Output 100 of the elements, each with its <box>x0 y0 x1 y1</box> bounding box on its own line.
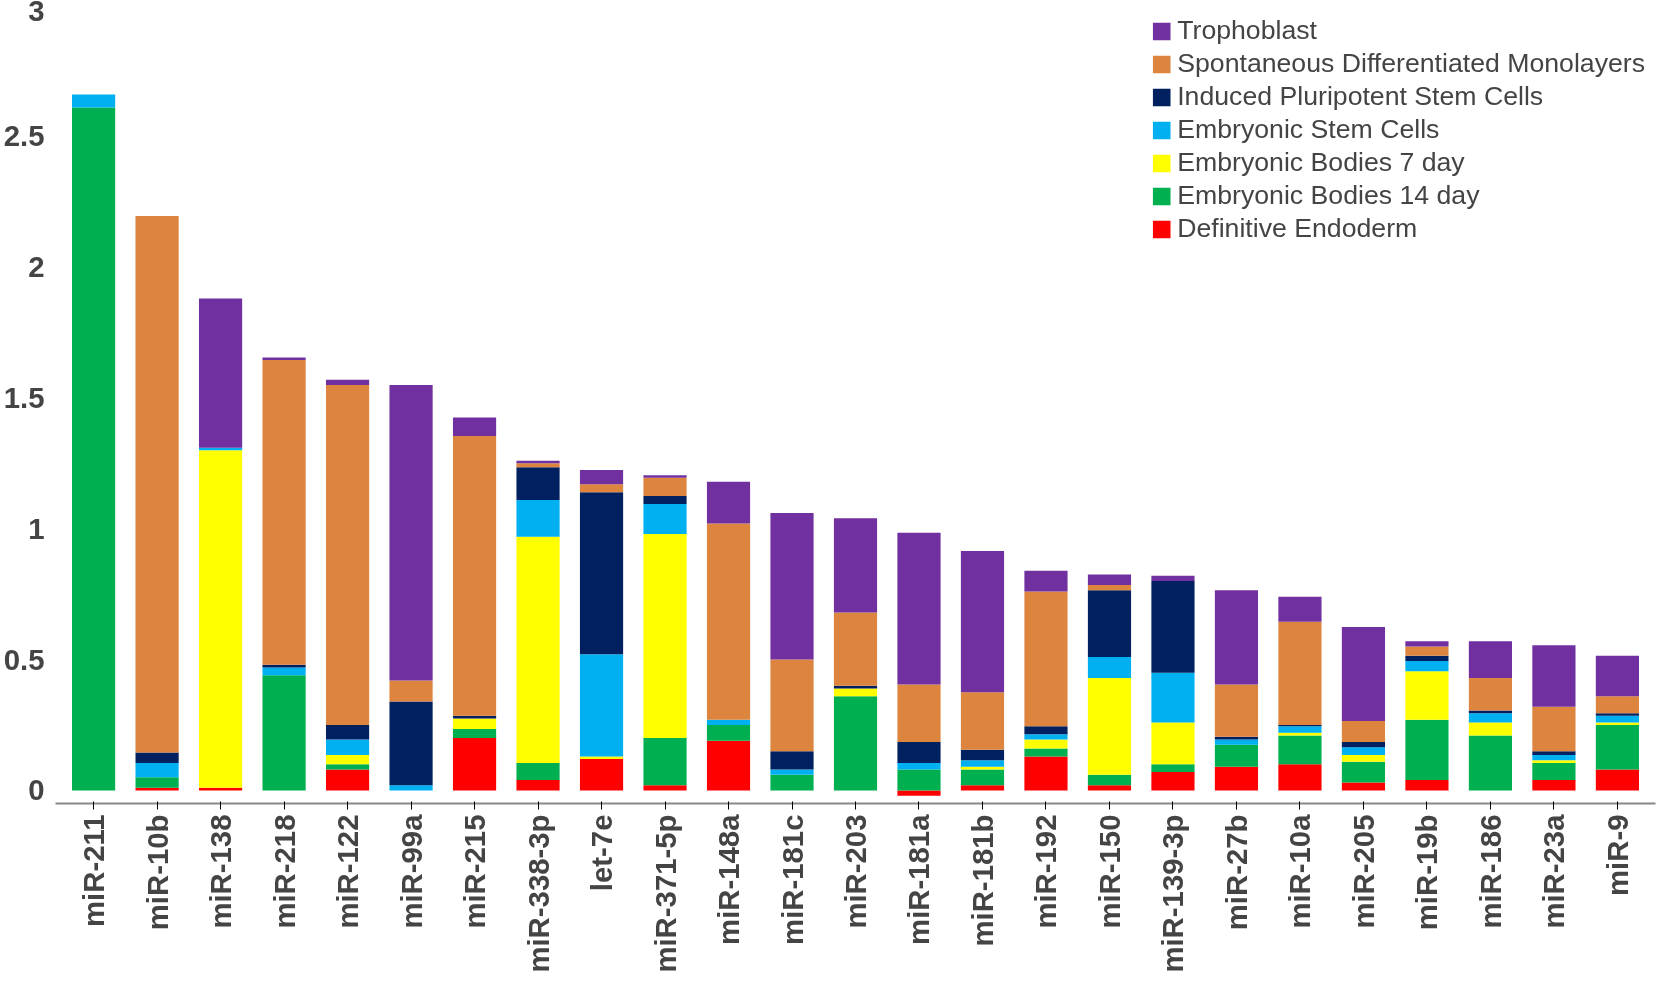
bar <box>1024 734 1068 740</box>
bar <box>1214 684 1259 737</box>
x-tick-label: miR-205 <box>1346 814 1380 929</box>
x-tick-label: miR-203 <box>839 814 872 929</box>
x-tick-label: miR-218 <box>267 814 301 929</box>
bar <box>1278 726 1322 733</box>
bar <box>960 760 1005 767</box>
bar <box>1151 575 1195 582</box>
bar <box>135 216 179 753</box>
bar <box>579 756 624 760</box>
bar <box>1024 591 1068 727</box>
x-tick-label: miR-10b <box>140 814 174 931</box>
bar <box>1468 677 1513 711</box>
bar <box>325 384 370 726</box>
bar <box>1595 725 1639 770</box>
bar <box>1214 744 1259 767</box>
bar <box>579 484 624 493</box>
bar <box>1405 655 1449 661</box>
bar <box>770 751 814 770</box>
bar <box>960 785 1005 791</box>
bar <box>1024 748 1068 757</box>
bar <box>1405 646 1449 656</box>
x-tick-label: miR-99a <box>394 813 428 929</box>
bar <box>452 718 497 729</box>
bar <box>1532 645 1576 707</box>
bar <box>262 667 306 676</box>
bar <box>1468 713 1513 723</box>
bar <box>1024 570 1068 592</box>
legend-label: Trophoblast <box>1177 15 1317 46</box>
x-tick-label: miR-139-3p <box>1156 814 1190 973</box>
bar <box>452 738 497 791</box>
bar <box>1087 585 1132 591</box>
bar <box>579 759 624 791</box>
bar <box>516 467 560 500</box>
bar <box>1151 764 1195 773</box>
legend-label: Spontaneous Differentiated Monolayers <box>1177 48 1645 79</box>
bar <box>897 790 941 796</box>
bar <box>1532 760 1576 763</box>
bar <box>833 518 878 613</box>
x-tick-label: miR-371-5p <box>648 814 682 973</box>
bar <box>1278 764 1322 791</box>
bar <box>198 450 243 788</box>
bar <box>643 785 687 791</box>
y-tick-label: 0 <box>28 773 45 807</box>
bar <box>1405 660 1449 672</box>
bar <box>1341 747 1386 756</box>
y-tick-label: 1.5 <box>3 380 45 414</box>
bar <box>1595 722 1639 726</box>
y-tick-label: 2 <box>28 250 45 284</box>
x-tick-label: miR-10a <box>1283 813 1317 929</box>
x-tick-label: miR-211 <box>77 814 111 927</box>
bar <box>897 742 941 763</box>
bar <box>579 654 624 757</box>
bar <box>1214 766 1259 791</box>
x-tick-label: miR-150 <box>1092 814 1126 929</box>
bar <box>1341 721 1386 743</box>
bar <box>389 680 433 702</box>
bar <box>1532 751 1576 756</box>
bar <box>325 764 370 770</box>
bar <box>833 696 878 791</box>
bar <box>1087 590 1132 657</box>
x-tick-label: miR-122 <box>331 814 365 929</box>
bar <box>1278 596 1322 622</box>
bar <box>452 728 497 739</box>
bar <box>1087 677 1132 775</box>
bar <box>643 475 687 478</box>
y-tick-label: 0.5 <box>3 642 45 676</box>
bar <box>1341 626 1386 722</box>
x-tick-label: miR-186 <box>1473 814 1507 929</box>
legend-label: Definitive Endoderm <box>1177 213 1418 244</box>
bar <box>1595 769 1639 791</box>
x-tick-label: miR-181a <box>902 813 936 945</box>
x-tick-label: miR-181b <box>965 814 999 947</box>
bar <box>1468 641 1513 678</box>
legend-label: Induced Pluripotent Stem Cells <box>1177 81 1544 112</box>
bar <box>325 379 370 385</box>
legend-label: Embryonic Stem Cells <box>1177 114 1440 145</box>
x-tick-label: miR-181c <box>775 814 809 945</box>
bar <box>1532 762 1576 780</box>
bar <box>897 684 941 743</box>
bar <box>325 725 370 740</box>
bar <box>833 612 878 686</box>
bar <box>389 384 433 681</box>
bar <box>579 492 624 655</box>
bar <box>325 769 370 791</box>
bar <box>1468 735 1513 791</box>
bar <box>960 551 1005 693</box>
bar <box>516 536 560 763</box>
bar <box>770 769 814 775</box>
bar <box>1532 755 1576 761</box>
legend-label: Embryonic Bodies 14 day <box>1177 180 1480 211</box>
x-tick-label: miR-9 <box>1600 814 1634 896</box>
bar <box>1341 742 1386 748</box>
bar <box>1087 656 1132 678</box>
bar <box>706 725 751 741</box>
x-tick-label: miR-138 <box>204 814 238 929</box>
bar <box>960 769 1005 786</box>
bar <box>643 477 687 497</box>
bar <box>389 701 433 786</box>
x-tick-label: miR-23a <box>1537 813 1571 929</box>
